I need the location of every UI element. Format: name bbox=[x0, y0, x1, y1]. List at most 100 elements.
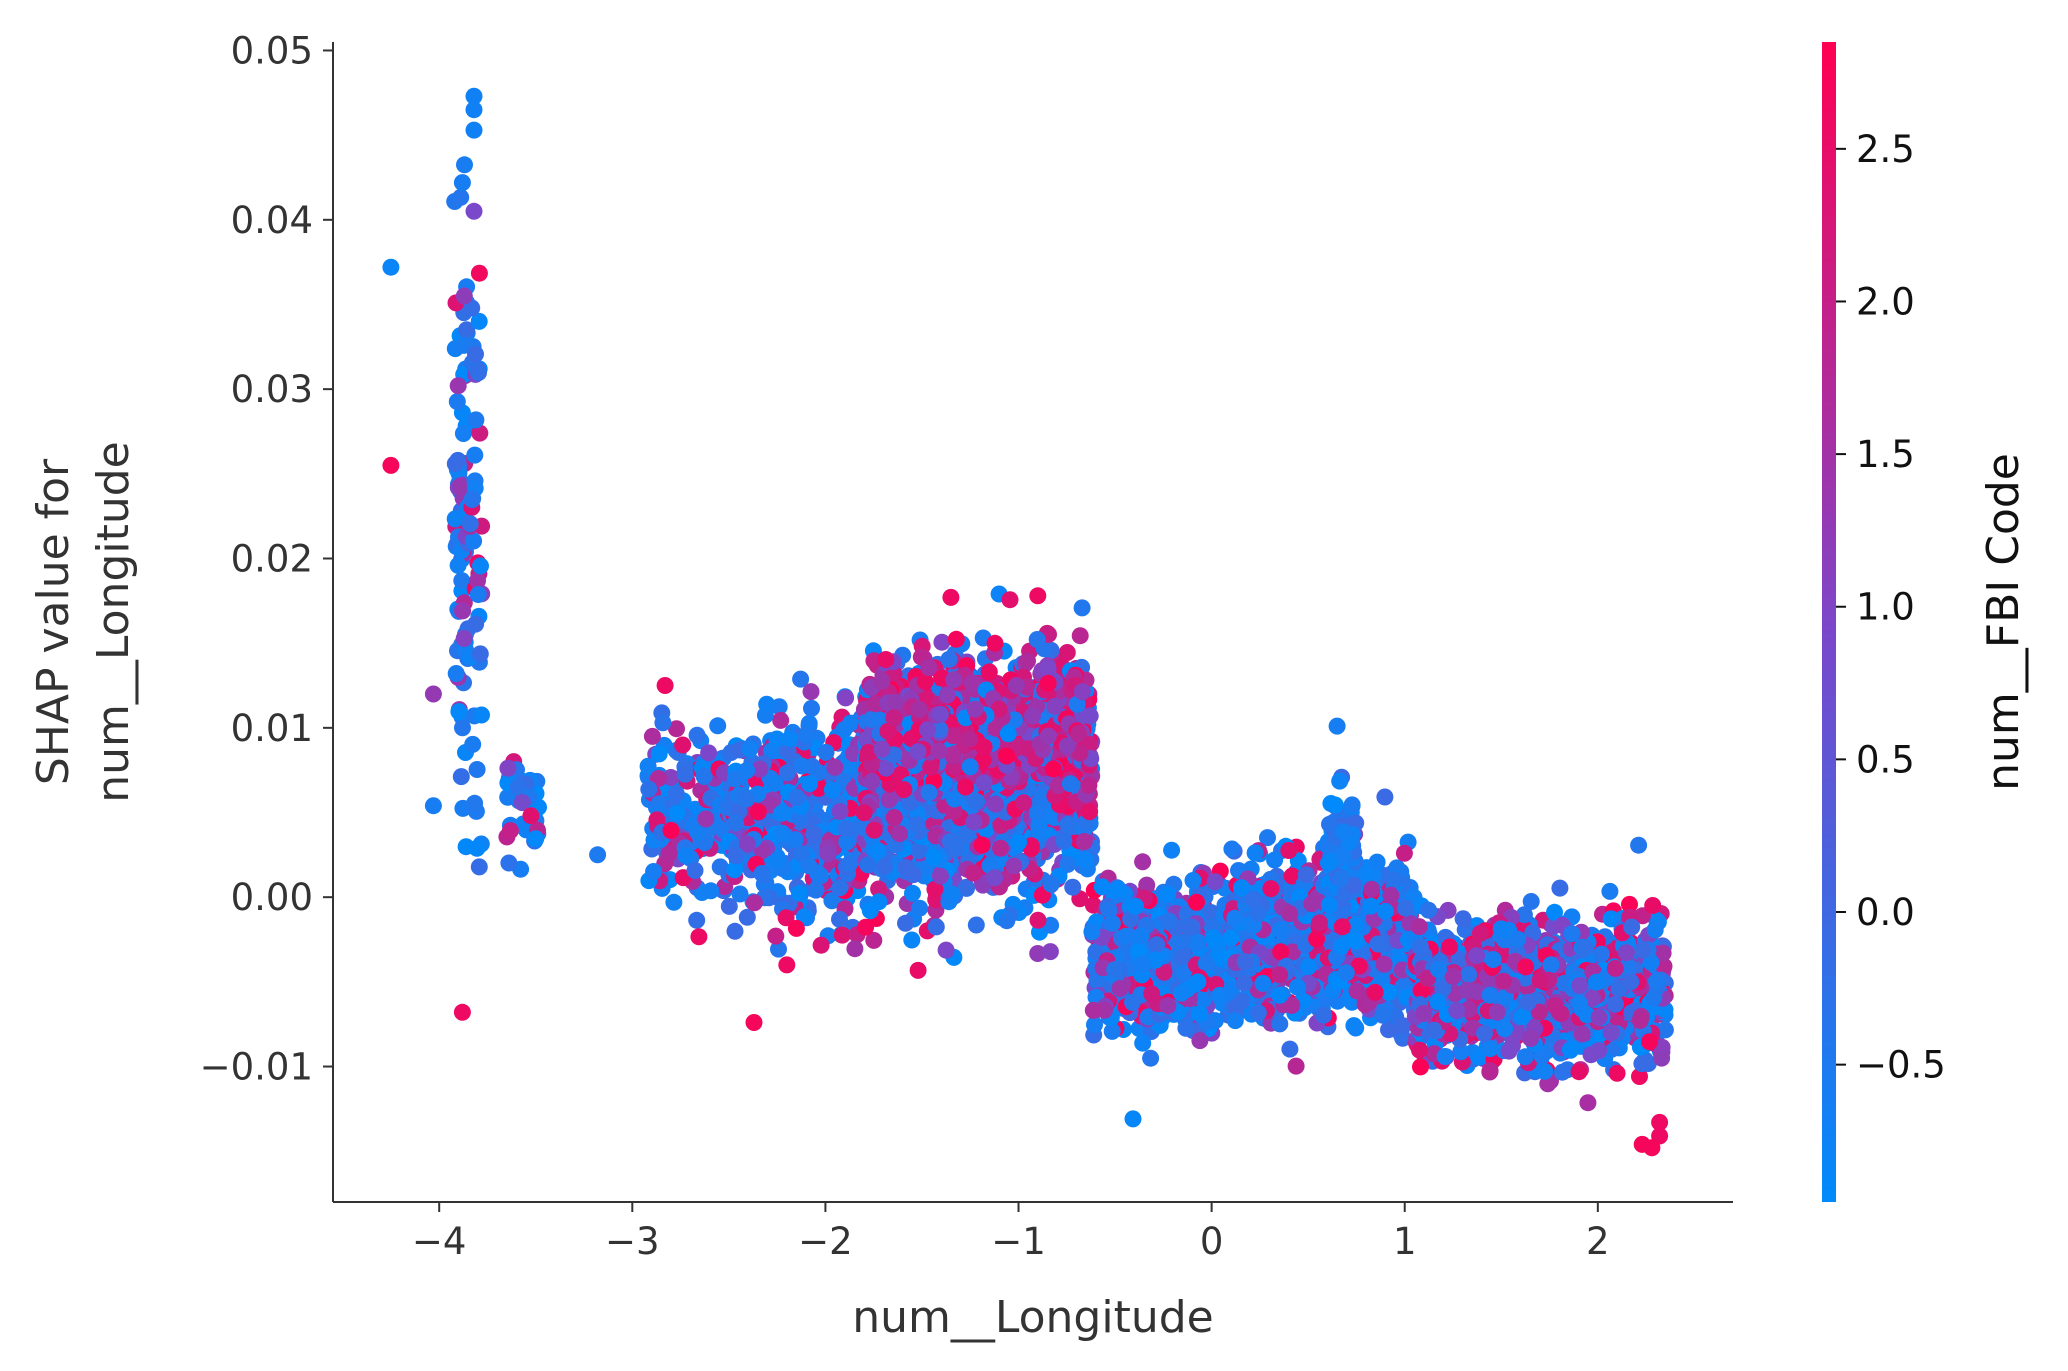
data-point bbox=[855, 804, 873, 822]
data-point bbox=[801, 775, 819, 793]
data-point bbox=[860, 743, 877, 761]
data-point bbox=[749, 803, 767, 821]
data-point bbox=[1630, 836, 1648, 854]
data-point bbox=[1334, 823, 1352, 841]
data-point bbox=[1081, 707, 1099, 725]
data-point bbox=[662, 769, 680, 786]
data-point bbox=[1070, 724, 1088, 742]
data-point bbox=[873, 740, 891, 758]
data-point bbox=[1042, 875, 1060, 893]
data-point bbox=[793, 757, 811, 775]
data-point bbox=[1172, 984, 1190, 1002]
data-point bbox=[938, 686, 956, 704]
data-point bbox=[1272, 943, 1290, 961]
data-point bbox=[1081, 803, 1098, 821]
data-point bbox=[738, 835, 756, 853]
data-point bbox=[1289, 978, 1306, 996]
data-point bbox=[973, 836, 991, 854]
data-point bbox=[919, 721, 936, 739]
data-point bbox=[466, 446, 484, 464]
data-point bbox=[1319, 854, 1337, 872]
data-point bbox=[957, 778, 974, 796]
data-point bbox=[1127, 897, 1144, 915]
data-point bbox=[999, 725, 1017, 743]
data-point bbox=[904, 884, 921, 902]
data-point bbox=[1235, 974, 1253, 992]
data-point bbox=[1271, 1015, 1289, 1033]
data-point bbox=[522, 807, 540, 825]
data-point bbox=[891, 825, 908, 843]
data-point bbox=[1170, 932, 1188, 950]
data-point bbox=[1345, 877, 1363, 894]
data-point bbox=[449, 556, 467, 574]
data-point bbox=[932, 705, 949, 723]
data-point bbox=[885, 809, 903, 826]
data-point bbox=[1245, 891, 1263, 909]
data-point bbox=[1287, 1057, 1305, 1075]
data-point bbox=[1117, 927, 1135, 945]
data-point bbox=[1076, 851, 1094, 869]
data-point bbox=[1366, 983, 1384, 1001]
data-point bbox=[908, 816, 926, 834]
data-point bbox=[450, 703, 468, 721]
data-point bbox=[469, 586, 487, 603]
data-point bbox=[838, 833, 856, 851]
data-point bbox=[967, 916, 985, 934]
data-point bbox=[786, 831, 804, 849]
data-point bbox=[846, 940, 864, 958]
data-point bbox=[1041, 943, 1059, 961]
data-point bbox=[922, 758, 940, 776]
data-point bbox=[998, 912, 1016, 930]
data-point bbox=[1337, 964, 1355, 982]
data-point bbox=[926, 880, 944, 898]
data-point bbox=[777, 909, 795, 927]
data-point bbox=[472, 557, 489, 575]
data-point bbox=[650, 745, 668, 763]
data-point bbox=[645, 863, 663, 880]
data-point bbox=[931, 867, 949, 885]
data-point bbox=[965, 813, 983, 831]
data-point bbox=[1254, 974, 1272, 992]
data-point bbox=[1386, 871, 1403, 889]
data-point bbox=[1084, 1001, 1102, 1019]
data-point bbox=[769, 851, 787, 869]
data-point bbox=[767, 927, 785, 945]
data-point bbox=[925, 848, 943, 866]
data-point bbox=[1159, 997, 1177, 1015]
data-point bbox=[454, 425, 472, 442]
data-point bbox=[823, 781, 841, 799]
data-point bbox=[1184, 872, 1202, 889]
data-point bbox=[1262, 880, 1280, 898]
data-point bbox=[470, 264, 488, 282]
data-point bbox=[686, 862, 704, 879]
data-point bbox=[1397, 899, 1415, 917]
data-point bbox=[986, 634, 1004, 652]
data-point bbox=[1142, 1049, 1160, 1067]
data-point bbox=[1059, 815, 1077, 833]
data-point bbox=[945, 802, 963, 820]
data-point bbox=[741, 740, 759, 758]
data-point bbox=[1271, 986, 1289, 1004]
data-point bbox=[1380, 1021, 1397, 1039]
data-point bbox=[990, 700, 1008, 718]
data-point bbox=[1249, 1004, 1267, 1022]
data-point bbox=[677, 847, 695, 865]
data-point bbox=[920, 784, 938, 802]
data-point bbox=[470, 312, 488, 330]
data-point bbox=[1195, 990, 1212, 1008]
data-point bbox=[792, 670, 810, 688]
data-point bbox=[1376, 788, 1394, 806]
data-point bbox=[944, 727, 962, 745]
data-point bbox=[1134, 1034, 1152, 1052]
data-point bbox=[1083, 923, 1101, 941]
data-point bbox=[1068, 695, 1086, 713]
data-point bbox=[1300, 958, 1318, 976]
data-point bbox=[901, 793, 919, 811]
data-point bbox=[879, 722, 897, 740]
data-point bbox=[1028, 631, 1046, 648]
data-point bbox=[1347, 1019, 1365, 1037]
data-point bbox=[937, 941, 955, 959]
data-point bbox=[1333, 918, 1351, 936]
data-point bbox=[469, 572, 486, 590]
data-point bbox=[1191, 1005, 1209, 1023]
